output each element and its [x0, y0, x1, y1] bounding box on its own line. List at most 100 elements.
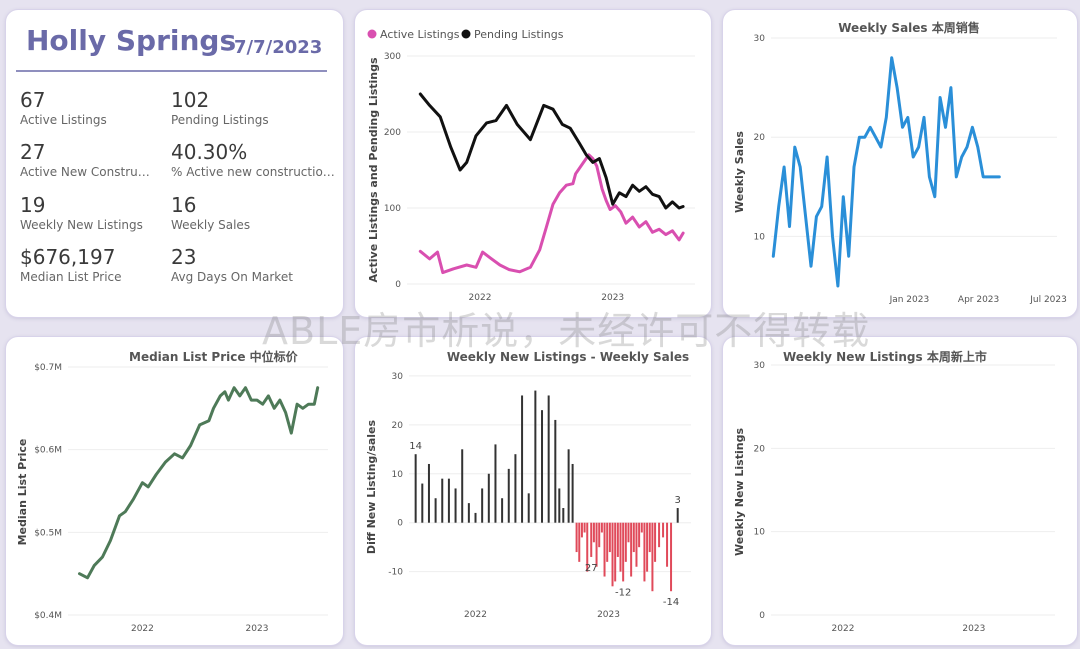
diff-bar [670, 522, 673, 592]
x-tick-label: 2023 [246, 624, 269, 634]
weekly-sales-line [771, 56, 1001, 288]
diff-bar [622, 522, 625, 582]
legend-label: Active Listings [380, 28, 460, 41]
y-axis-label: Weekly Sales [733, 131, 746, 213]
kpi-label: Active Listings [20, 113, 107, 127]
diff-bar [608, 522, 611, 553]
y-axis-label: Median List Price [16, 439, 29, 546]
diff-bar [616, 522, 619, 557]
data-label: -12 [615, 587, 631, 598]
kpi-active-new-construction: 27 Active New Constructi... [20, 140, 153, 180]
kpi-label: Weekly New Listings [20, 218, 143, 232]
diff-bar [646, 522, 649, 572]
median-list-price-chart: $0.4M $0.5M $0.6M $0.7M 2022 2023 Median List … [16, 349, 328, 634]
active-pending-card: 0 100 200 300 2022 2023 Active Listings and Pe… [355, 10, 711, 317]
diff-bar [461, 449, 464, 523]
data-label: 14 [409, 441, 422, 452]
kpi-median-list-price: $676,197 Median List Price [20, 245, 170, 285]
kpi-value: 67 [20, 88, 46, 112]
diff-bar [666, 522, 669, 567]
diff-bar [624, 522, 627, 562]
x-tick-label: 2022 [131, 624, 154, 634]
y-tick-label: $0.5M [34, 528, 62, 538]
kpi-value: 40.30% [171, 140, 248, 164]
x-tick-label: 2023 [597, 610, 620, 620]
diff-bar [481, 488, 484, 523]
y-tick-label: 300 [384, 52, 401, 62]
diff-bar [514, 454, 517, 523]
y-tick-label: $0.6M [34, 446, 62, 456]
data-label: -14 [663, 597, 679, 608]
pending-listings-line [418, 92, 685, 210]
diff-bar [541, 410, 544, 523]
kpi-value: 16 [171, 193, 197, 217]
kpi-value: 23 [171, 245, 197, 269]
x-tick-label: 2022 [469, 293, 492, 303]
diff-bar [467, 503, 470, 523]
y-tick-label: 30 [392, 372, 404, 382]
diff-bar [562, 508, 565, 523]
y-tick-label: 10 [754, 528, 766, 538]
chart-title: Weekly New Listings 本周新上市 [783, 349, 987, 364]
diff-bar [583, 522, 586, 533]
chart-title: Weekly Sales 本周销售 [838, 20, 980, 35]
diff-bar [590, 522, 593, 557]
y-axis-label: Diff New Listing/sales [365, 419, 378, 554]
weekly-sales-chart: 10 20 30 Jan 2023 Apr 2023 Jul 2023 Weekly Sal… [733, 20, 1067, 305]
x-tick-label: 2023 [962, 624, 985, 634]
legend-marker [367, 29, 377, 39]
data-label: 3 [675, 495, 681, 506]
kpi-label: Weekly Sales [171, 218, 251, 232]
diff-bar [651, 522, 654, 592]
diff-bar [638, 522, 641, 548]
diff-bar [662, 522, 665, 538]
y-tick-label: $0.7M [34, 363, 62, 373]
kpi-card: Holly Springs 7/7/2023 67 Active Listing… [6, 10, 343, 317]
diff-bar [441, 478, 444, 523]
diff-bar [534, 390, 537, 523]
y-tick-label: 0 [759, 611, 765, 621]
report-date: 7/7/2023 [234, 37, 323, 58]
y-tick-label: -10 [388, 568, 403, 578]
weekly-new-listings-line [778, 390, 1040, 607]
diff-bar [427, 463, 430, 523]
diff-bar [571, 463, 574, 523]
legend-marker [461, 29, 471, 39]
diff-bar [611, 522, 614, 587]
diff-bar [507, 468, 510, 523]
chart-title: Median List Price 中位标价 [129, 349, 299, 364]
kpi-value: 27 [20, 140, 46, 164]
diff-bar [603, 522, 606, 577]
diff-bar [606, 522, 609, 562]
diff-bar [598, 522, 601, 548]
y-axis-label: Active Listings and Pending Listings [367, 57, 380, 283]
diff-bar [578, 522, 581, 562]
diff-bar [630, 522, 633, 577]
diff-bar [586, 522, 589, 572]
y-tick-label: 0 [395, 280, 401, 290]
diff-bar [567, 449, 570, 523]
kpi-avg-days-on-market: 23 Avg Days On Market [171, 245, 336, 285]
diff-bar [648, 522, 651, 553]
y-tick-label: 0 [397, 519, 403, 529]
y-tick-label: 20 [754, 133, 766, 143]
diff-bar [627, 522, 630, 543]
kpi-value: 102 [171, 88, 210, 112]
diff-bar [501, 498, 504, 523]
chart-title: Weekly New Listings - Weekly Sales [447, 350, 689, 364]
kpi-label: Avg Days On Market [171, 270, 293, 284]
diff-bar [487, 473, 490, 523]
median-list-price-card: $0.4M $0.5M $0.6M $0.7M 2022 2023 Median List … [6, 337, 343, 645]
y-tick-label: 200 [384, 128, 401, 138]
kpi-value: 19 [20, 193, 46, 217]
kpi-active-listings: 67 Active Listings [20, 88, 170, 128]
diff-bar [454, 488, 457, 523]
diff-bar [521, 395, 524, 523]
diff-bar [600, 522, 603, 533]
y-tick-label: 20 [754, 444, 766, 454]
y-tick-label: 10 [754, 232, 766, 242]
diff-bar [527, 493, 530, 523]
kpi-pending-listings: 102 Pending Listings [171, 88, 336, 128]
x-tick-label: Apr 2023 [958, 295, 999, 305]
diff-bar [434, 498, 437, 523]
